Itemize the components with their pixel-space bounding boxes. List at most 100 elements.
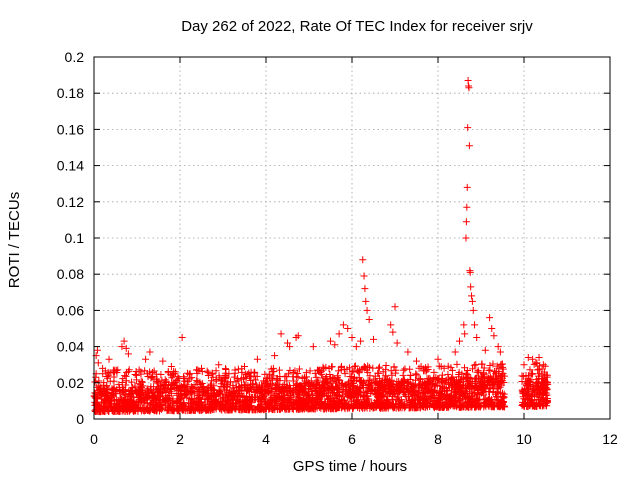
data-point — [519, 388, 527, 396]
data-point — [125, 403, 133, 411]
data-point — [341, 370, 349, 378]
data-point — [536, 401, 544, 409]
data-point — [453, 376, 461, 384]
data-point — [196, 393, 204, 401]
data-point — [360, 272, 368, 280]
data-point — [478, 360, 486, 368]
data-point — [350, 373, 358, 381]
data-point — [400, 366, 408, 374]
data-point — [369, 364, 377, 372]
data-point — [448, 382, 456, 390]
data-point — [410, 404, 418, 412]
data-point — [415, 364, 423, 372]
data-point — [474, 395, 482, 403]
data-point — [499, 389, 507, 397]
data-point — [111, 407, 119, 415]
data-point — [490, 332, 498, 340]
data-point — [423, 386, 431, 394]
data-point — [171, 368, 179, 376]
data-point — [469, 365, 477, 373]
data-point — [313, 386, 321, 394]
data-point — [234, 365, 242, 373]
data-point — [489, 402, 497, 410]
data-point — [96, 385, 104, 393]
data-point — [122, 377, 130, 385]
data-point — [125, 398, 133, 406]
x-tick-label: 8 — [434, 431, 442, 447]
data-point — [91, 378, 99, 386]
data-point — [351, 362, 359, 370]
data-point — [235, 399, 243, 407]
data-point — [280, 395, 288, 403]
axis-ticks — [93, 56, 611, 420]
data-point — [398, 404, 406, 412]
data-point — [259, 377, 267, 385]
data-point — [415, 384, 423, 392]
data-point — [336, 376, 344, 384]
data-point — [331, 341, 339, 349]
data-point — [494, 396, 502, 404]
data-point — [308, 405, 316, 413]
data-point — [174, 373, 182, 381]
data-point — [339, 321, 347, 329]
data-point — [379, 391, 387, 399]
data-point — [427, 389, 435, 397]
data-point — [413, 371, 421, 379]
data-point — [431, 394, 439, 401]
data-point — [498, 399, 506, 406]
data-point — [488, 325, 496, 332]
data-point — [353, 401, 361, 409]
data-point — [301, 398, 309, 406]
data-point — [533, 385, 541, 393]
data-point — [128, 378, 136, 386]
data-point — [415, 375, 423, 383]
data-point — [357, 337, 365, 345]
data-point — [281, 373, 289, 381]
data-point — [539, 395, 547, 403]
data-point — [387, 367, 395, 375]
data-point — [492, 370, 500, 378]
data-point — [352, 396, 360, 404]
data-point — [444, 393, 452, 401]
data-point — [500, 393, 508, 401]
data-point — [137, 370, 145, 378]
data-point — [236, 384, 244, 392]
data-point — [360, 363, 368, 371]
data-point — [362, 297, 370, 305]
data-point — [296, 399, 304, 407]
data-point — [346, 373, 354, 381]
data-point — [198, 383, 206, 391]
data-point — [109, 368, 117, 376]
data-point — [463, 370, 471, 378]
data-point — [121, 390, 129, 398]
data-point — [456, 403, 464, 411]
data-point — [526, 380, 534, 388]
data-point — [327, 337, 334, 345]
data-point — [248, 380, 256, 388]
data-point — [384, 392, 392, 400]
data-point — [142, 355, 150, 363]
data-point — [388, 371, 396, 379]
data-point — [490, 385, 498, 393]
chart-title: Day 262 of 2022, Rate Of TEC Index for r… — [181, 18, 533, 35]
data-point — [136, 386, 144, 394]
data-point — [370, 335, 377, 343]
data-point — [215, 372, 223, 380]
data-point — [348, 334, 356, 342]
data-point — [111, 366, 119, 374]
data-point — [143, 395, 151, 403]
data-point — [178, 405, 186, 413]
data-point — [523, 380, 531, 388]
data-point — [539, 390, 547, 398]
data-point — [301, 373, 309, 381]
data-point — [342, 400, 350, 408]
data-point — [493, 383, 501, 391]
data-point — [479, 370, 487, 378]
data-point — [159, 357, 167, 365]
data-point — [255, 403, 263, 411]
data-point — [271, 352, 279, 360]
data-point — [488, 381, 496, 389]
data-point — [532, 360, 540, 368]
data-point — [275, 366, 283, 374]
data-point — [194, 404, 202, 412]
